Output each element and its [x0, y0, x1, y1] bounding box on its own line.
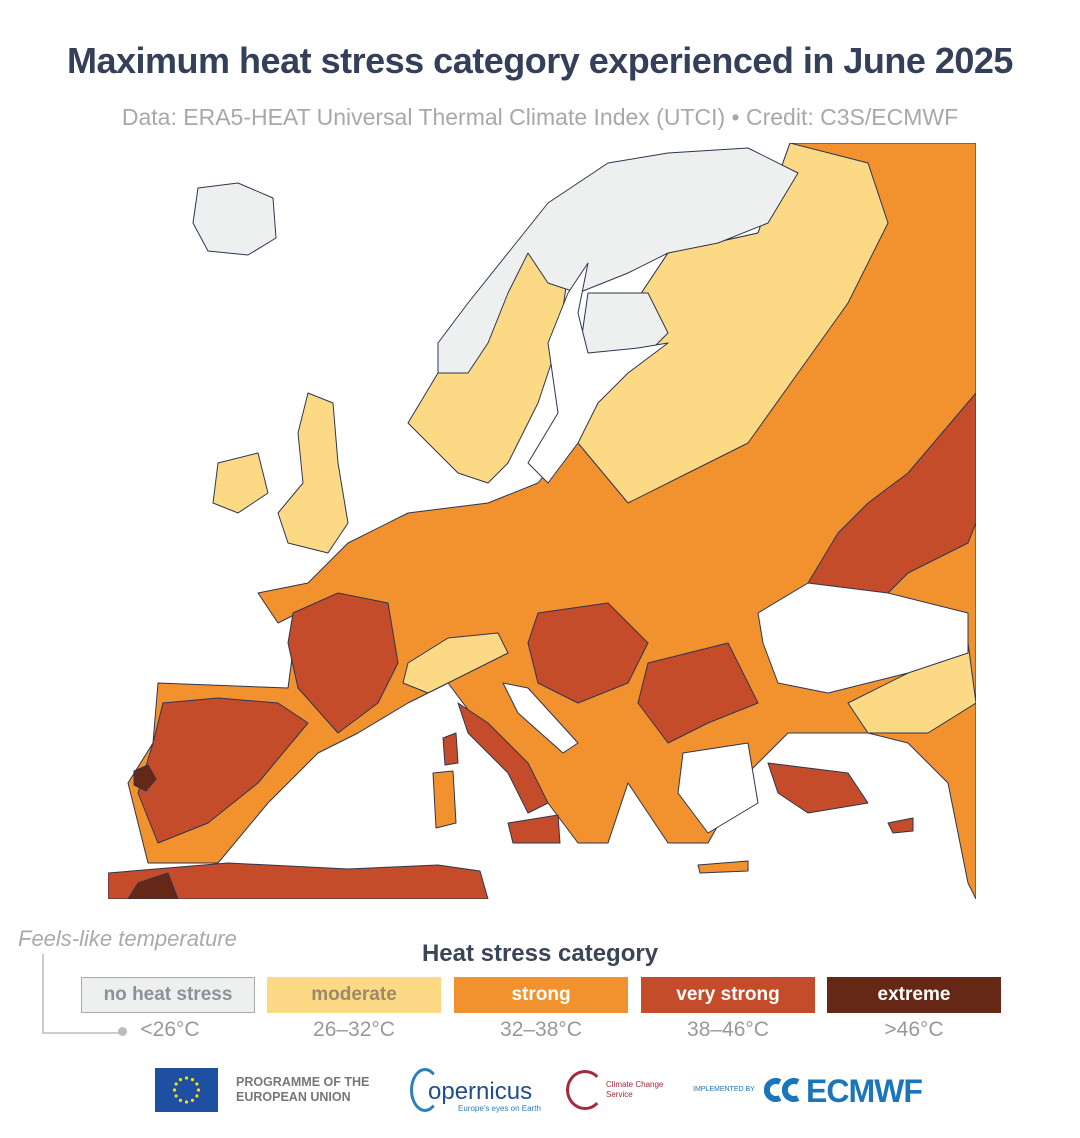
- region-north-africa: [108, 862, 489, 899]
- eu-stars-icon: [172, 1076, 201, 1104]
- region-extreme-africa: [127, 872, 179, 899]
- region-no-heat-stress-iceland: [192, 182, 277, 256]
- eu-flag-logo: [155, 1068, 218, 1112]
- europe-heat-stress-map: [108, 143, 976, 899]
- region-very-strong-danube: [527, 602, 649, 704]
- c3s-thermometer-icon: [566, 1070, 604, 1110]
- legend-swatch-no-heat-stress: no heat stress: [81, 977, 255, 1013]
- island-sardinia: [432, 770, 457, 829]
- region-very-strong-italy: [457, 702, 549, 814]
- legend-title: Heat stress category: [421, 940, 659, 967]
- region-very-strong-turkey: [767, 762, 869, 814]
- legend-swatch-very-strong: very strong: [641, 977, 815, 1013]
- region-extreme-portugal: [133, 764, 157, 792]
- legend-range-extreme: >46°C: [884, 1018, 944, 1041]
- copernicus-logo-text: opernicus: [428, 1078, 533, 1105]
- island-cyprus: [887, 817, 914, 834]
- legend-swatch-moderate: moderate: [267, 977, 441, 1013]
- legend-range-moderate: 26–32°C: [313, 1018, 395, 1041]
- legend-swatch-strong: strong: [454, 977, 628, 1013]
- sea-adriatic: [502, 682, 579, 754]
- sea-black: [757, 582, 969, 694]
- ecmwf-symbol-icon: [763, 1078, 804, 1102]
- region-moderate-northeast: [577, 143, 889, 504]
- legend-connector-line: [42, 954, 122, 1034]
- implemented-by-text: IMPLEMENTED BY: [693, 1086, 755, 1093]
- region-moderate-alps: [402, 632, 509, 694]
- ecmwf-logo-text: ECMWF: [806, 1073, 923, 1109]
- eu-programme-text: PROGRAMME OF THE EUROPEAN UNION: [236, 1075, 370, 1104]
- copernicus-tagline: Europe's eyes on Earth: [458, 1104, 541, 1113]
- region-very-strong-france: [287, 592, 399, 734]
- island-corsica: [442, 732, 459, 766]
- region-moderate-ireland: [212, 452, 269, 514]
- c3s-logo-text: Climate Change Service: [606, 1080, 664, 1099]
- legend-connector-dot: [118, 1027, 127, 1036]
- region-moderate-britain: [277, 392, 349, 554]
- sea-baltic: [527, 262, 669, 484]
- sea-aegean: [677, 742, 759, 834]
- island-crete: [697, 860, 749, 874]
- legend-range-strong: 32–38°C: [500, 1018, 582, 1041]
- subtitle: Data: ERA5-HEAT Universal Thermal Climat…: [121, 104, 959, 130]
- region-very-strong-balkans: [637, 642, 759, 744]
- legend-range-very-strong: 38–46°C: [687, 1018, 769, 1041]
- region-no-heat-stress-norway: [437, 147, 799, 374]
- island-sicily: [507, 814, 561, 844]
- copernicus-c-icon: [410, 1068, 440, 1112]
- legend-swatch-extreme: extreme: [827, 977, 1001, 1013]
- legend-range-no-heat-stress: <26°C: [140, 1018, 200, 1041]
- feels-like-label: Feels-like temperature: [18, 926, 237, 951]
- page-title: Maximum heat stress category experienced…: [67, 40, 1013, 81]
